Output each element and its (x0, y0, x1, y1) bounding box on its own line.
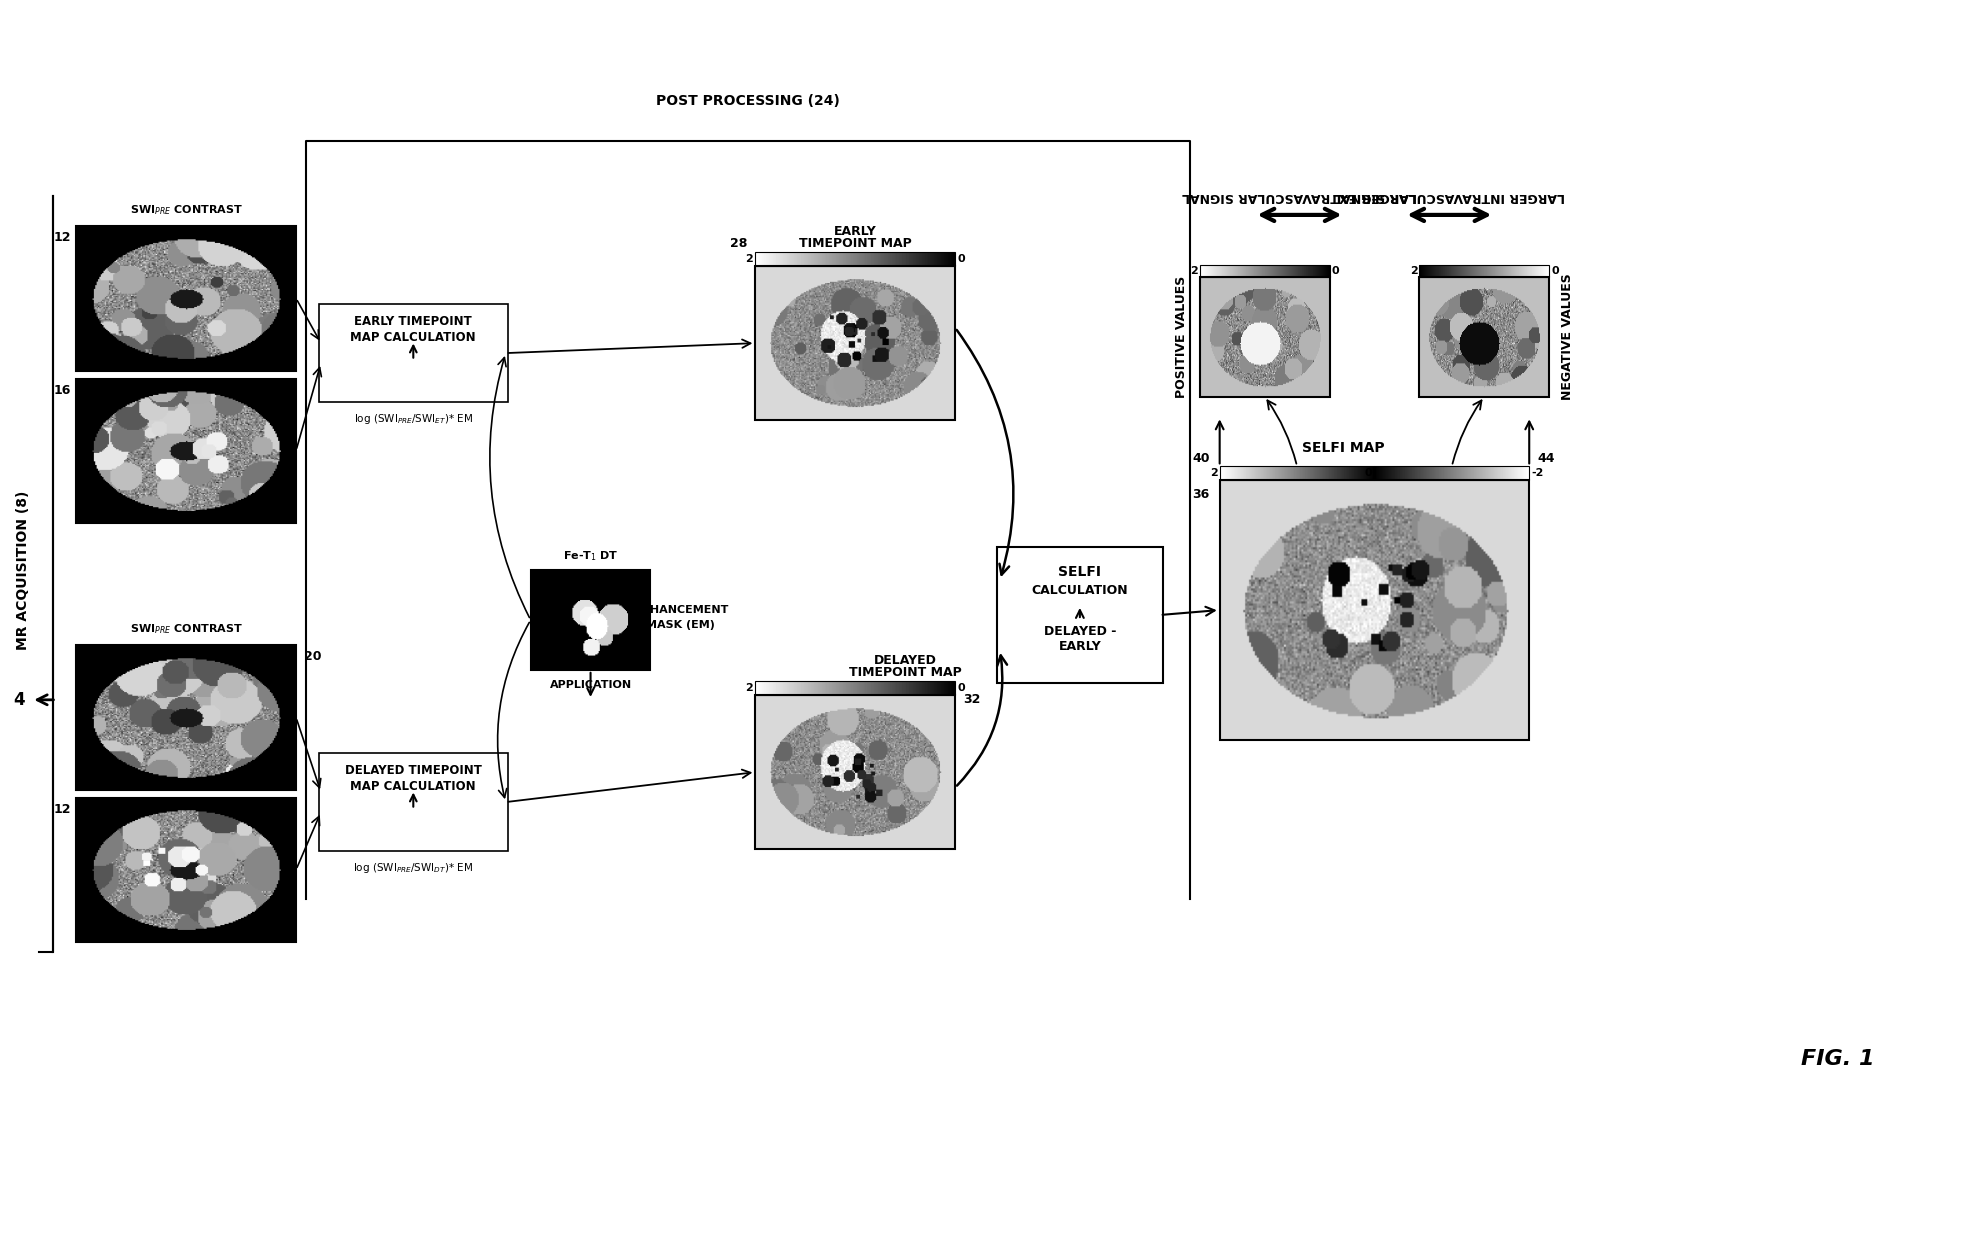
Bar (1374, 466, 1530, 480)
Text: log (SWI$_{PRE}$/SWI$_{ET}$)* EM: log (SWI$_{PRE}$/SWI$_{ET}$)* EM (354, 413, 473, 427)
Text: MASK (EM): MASK (EM) (646, 620, 715, 630)
Bar (1420, 265, 1550, 277)
Bar (77, 378, 295, 523)
Text: ENHANCEMENT: ENHANCEMENT (632, 605, 729, 615)
Bar (1219, 480, 1530, 740)
Text: TIMEPOINT MAP: TIMEPOINT MAP (849, 666, 961, 680)
Text: 32: 32 (963, 693, 981, 707)
Text: 4: 4 (14, 691, 26, 709)
Text: SELFI MAP: SELFI MAP (1302, 441, 1384, 455)
Text: log (SWI$_{PRE}$/SWI$_{DT}$)* EM: log (SWI$_{PRE}$/SWI$_{DT}$)* EM (352, 862, 473, 875)
Text: SWI$_{PRE}$ CONTRAST: SWI$_{PRE}$ CONTRAST (130, 203, 242, 217)
Bar (1199, 265, 1329, 277)
Text: DELAYED: DELAYED (874, 655, 937, 667)
Text: CALCULATION: CALCULATION (1032, 584, 1128, 596)
Text: 2: 2 (1189, 265, 1197, 275)
Text: 0: 0 (957, 254, 965, 264)
Bar (530, 570, 650, 670)
Text: 20: 20 (303, 650, 321, 663)
Text: TIMEPOINT MAP: TIMEPOINT MAP (799, 237, 912, 250)
FancyBboxPatch shape (319, 753, 508, 852)
Bar (756, 681, 955, 694)
Text: POST PROCESSING (24): POST PROCESSING (24) (656, 94, 839, 108)
Text: 2: 2 (1209, 469, 1217, 479)
Bar (77, 645, 295, 790)
Text: SWI$_{DELAYED TIMEPOINT}$ (DT): SWI$_{DELAYED TIMEPOINT}$ (DT) (122, 775, 250, 789)
Bar (756, 252, 955, 265)
Text: 0: 0 (1365, 469, 1372, 479)
Text: NEGATIVE VALUES: NEGATIVE VALUES (1561, 273, 1573, 401)
Text: 36: 36 (1193, 489, 1209, 501)
Text: 0: 0 (957, 683, 965, 693)
FancyBboxPatch shape (996, 547, 1164, 683)
Text: 2: 2 (1410, 265, 1418, 275)
Text: SELFI: SELFI (1059, 565, 1101, 579)
Text: 2: 2 (746, 254, 754, 264)
Text: Fe-T$_1$ DT: Fe-T$_1$ DT (563, 549, 618, 563)
Text: 0: 0 (1376, 469, 1384, 479)
Text: 28: 28 (730, 237, 748, 250)
Text: DELAYED TIMEPOINT: DELAYED TIMEPOINT (345, 764, 482, 776)
Text: SWI$_{EARLY TIMEPOINT}$ (ET): SWI$_{EARLY TIMEPOINT}$ (ET) (130, 356, 244, 370)
Text: SWI$_{PRE}$ CONTRAST: SWI$_{PRE}$ CONTRAST (130, 622, 242, 636)
Bar (1219, 466, 1374, 480)
Text: 44: 44 (1538, 451, 1556, 465)
Text: EARLY TIMEPOINT: EARLY TIMEPOINT (354, 315, 473, 327)
Text: 0: 0 (1552, 265, 1559, 275)
Text: MAP CALCULATION: MAP CALCULATION (350, 780, 476, 792)
Text: 16: 16 (53, 383, 71, 397)
Text: 40: 40 (1191, 451, 1209, 465)
Text: FIG. 1: FIG. 1 (1802, 1049, 1874, 1069)
Text: POSITIVE VALUES: POSITIVE VALUES (1175, 275, 1187, 398)
Text: 0: 0 (1331, 265, 1339, 275)
Text: EARLY: EARLY (833, 226, 876, 238)
Bar (1420, 277, 1550, 397)
Text: LARGER EXTRAVASCULAR SIGNAL: LARGER EXTRAVASCULAR SIGNAL (1181, 191, 1418, 203)
Text: APPLICATION: APPLICATION (549, 680, 632, 689)
Text: 2: 2 (746, 683, 754, 693)
Text: -2: -2 (1532, 469, 1544, 479)
Text: MAP CALCULATION: MAP CALCULATION (350, 331, 476, 343)
Bar (756, 694, 955, 849)
Bar (1199, 277, 1329, 397)
Text: DELAYED -: DELAYED - (1044, 625, 1116, 639)
Text: MR ACQUISITION (8): MR ACQUISITION (8) (16, 491, 30, 650)
Bar (756, 265, 955, 420)
Bar (77, 226, 295, 371)
Bar (77, 797, 295, 942)
Text: 12: 12 (53, 802, 71, 816)
Text: LARGER INTRAVASCULAR SIGNAL: LARGER INTRAVASCULAR SIGNAL (1333, 191, 1565, 203)
Text: EARLY: EARLY (1059, 640, 1101, 653)
FancyBboxPatch shape (319, 304, 508, 403)
Text: 12: 12 (53, 231, 71, 244)
